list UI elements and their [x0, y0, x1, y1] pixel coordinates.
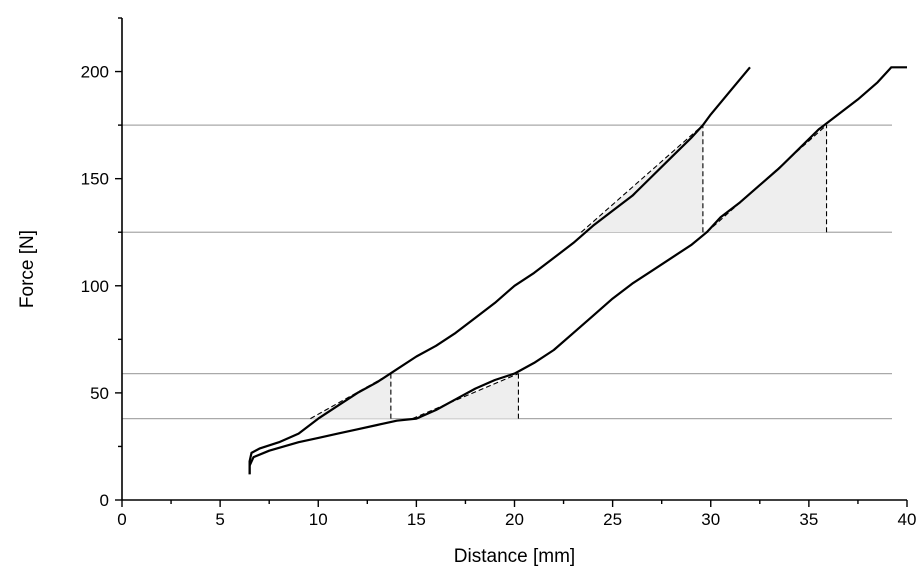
y-axis-title: Force [N] [17, 230, 38, 308]
series-curve-1 [248, 66, 907, 475]
x-tick-label: 5 [215, 510, 224, 529]
x-tick-label: 40 [898, 510, 917, 529]
y-tick-label: 200 [81, 63, 109, 82]
y-tick-label: 0 [100, 491, 109, 510]
x-tick-label: 15 [407, 510, 426, 529]
x-tick-label: 25 [603, 510, 622, 529]
dashed-secant-2 [580, 124, 704, 233]
series-curve-0 [248, 66, 751, 475]
axes [121, 18, 907, 501]
series-curves [248, 66, 907, 475]
y-tick-label: 150 [81, 170, 109, 189]
y-tick-label: 50 [90, 384, 109, 403]
x-tick-label: 35 [799, 510, 818, 529]
x-tick-label: 10 [309, 510, 328, 529]
x-tick-label: 20 [505, 510, 524, 529]
dashed-secant-1 [412, 373, 519, 420]
x-tick-label: 0 [117, 510, 126, 529]
x-tick-label: 30 [701, 510, 720, 529]
y-tick-label: 100 [81, 277, 109, 296]
x-axis-title: Distance [mm] [454, 546, 575, 567]
ticks: 0 5 10 15 20 25 30 35 40 0 50 100 150 200 [81, 17, 917, 529]
